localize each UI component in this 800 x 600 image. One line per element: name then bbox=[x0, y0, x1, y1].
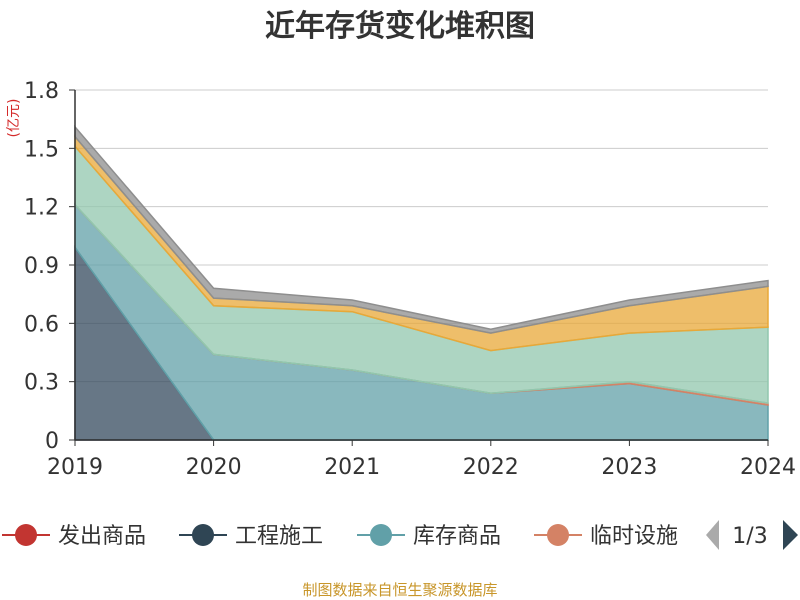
data-source-note: 制图数据来自恒生聚源数据库 bbox=[302, 581, 497, 599]
legend-marker bbox=[370, 524, 392, 546]
x-tick-label: 2022 bbox=[463, 455, 519, 480]
x-tick-label: 2023 bbox=[601, 455, 657, 480]
legend-prev-icon[interactable] bbox=[706, 520, 719, 550]
legend-item[interactable]: 发出商品 bbox=[2, 524, 146, 549]
legend-label: 库存商品 bbox=[413, 524, 501, 549]
y-tick-label: 0.3 bbox=[24, 371, 59, 396]
legend-page-indicator: 1/3 bbox=[732, 524, 767, 549]
legend-items: 发出商品 工程施工 库存商品 临时设施 bbox=[2, 524, 678, 549]
y-tick-label: 0.6 bbox=[24, 312, 59, 337]
x-tick-labels: 2019 2020 2021 2022 2023 2024 bbox=[47, 440, 796, 480]
legend-pager: 1/3 bbox=[706, 520, 798, 550]
legend-label: 临时设施 bbox=[590, 524, 678, 549]
legend-label: 工程施工 bbox=[235, 524, 323, 549]
y-tick-label: 0.9 bbox=[24, 254, 59, 279]
legend: 发出商品 工程施工 库存商品 临时设施 bbox=[2, 524, 678, 549]
y-tick-label: 1.2 bbox=[24, 196, 59, 221]
legend-next-icon[interactable] bbox=[783, 520, 798, 550]
x-tick-label: 2021 bbox=[324, 455, 380, 480]
legend-marker bbox=[192, 524, 214, 546]
x-tick-label: 2019 bbox=[47, 455, 103, 480]
y-tick-label: 1.8 bbox=[24, 79, 59, 104]
y-tick-label: 0 bbox=[45, 429, 59, 454]
legend-item[interactable]: 临时设施 bbox=[534, 524, 678, 549]
y-axis-unit: (亿元) bbox=[6, 99, 22, 138]
x-tick-label: 2020 bbox=[186, 455, 242, 480]
legend-item[interactable]: 库存商品 bbox=[357, 524, 501, 549]
x-tick-label: 2024 bbox=[740, 455, 796, 480]
legend-marker bbox=[15, 524, 37, 546]
stacked-areas bbox=[74, 124, 769, 441]
legend-label: 发出商品 bbox=[58, 524, 146, 549]
y-tick-labels: 0 0.3 0.6 0.9 1.2 1.5 1.8 bbox=[24, 79, 75, 454]
y-tick-label: 1.5 bbox=[24, 137, 59, 162]
legend-item[interactable]: 工程施工 bbox=[179, 524, 323, 549]
chart-title: 近年存货变化堆积图 bbox=[265, 9, 535, 44]
legend-marker bbox=[547, 524, 569, 546]
area-series-5 bbox=[74, 124, 769, 334]
